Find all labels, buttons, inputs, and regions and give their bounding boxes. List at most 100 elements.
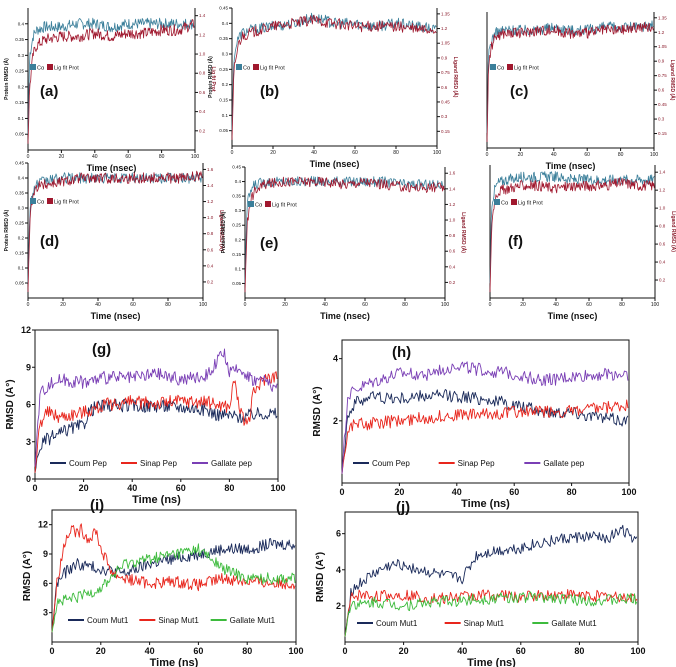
legend: Cα Lig fit Prot (248, 201, 297, 209)
series-line-gallate-pep (341, 361, 629, 474)
y2-tick-label: 1.0 (207, 215, 214, 220)
y2-tick-label: 0.3 (658, 117, 665, 122)
y2-axis-label: Ligand RMSD (Å) (460, 212, 467, 253)
x-tick-label: 0 (27, 302, 30, 308)
panel-label: (e) (260, 235, 278, 252)
series-line-lig-fit-prot (489, 177, 655, 293)
x-tick-label: 100 (191, 154, 200, 160)
legend-swatch (236, 64, 242, 70)
legend-label: Gallate pep (211, 459, 252, 468)
x-axis-label: Time (ns) (132, 494, 181, 506)
y-tick-label: 0.2 (18, 236, 25, 241)
y-tick-label: 2 (333, 416, 338, 426)
legend-swatch (253, 64, 259, 70)
y2-tick-label: 1.4 (659, 170, 666, 175)
y2-tick-label: 1.4 (207, 183, 214, 188)
x-tick-label: 60 (516, 646, 526, 656)
x-tick-label: 40 (92, 154, 98, 160)
y-axis-label: Protein RMSD (Å) (3, 58, 10, 100)
y-tick-label: 0.4 (18, 21, 25, 26)
legend: Cα Lig fit Prot (236, 64, 285, 72)
y2-tick-label: 1.4 (199, 13, 206, 18)
panel-label: (d) (40, 233, 59, 250)
y2-tick-label: 1.2 (449, 202, 456, 207)
x-tick-label: 60 (586, 302, 592, 308)
y-tick-label: 0.35 (15, 37, 24, 42)
x-tick-label: 60 (362, 302, 368, 308)
y2-tick-label: 1.05 (441, 41, 450, 46)
legend: Cα Lig fit Prot (30, 198, 79, 206)
x-tick-label: 80 (618, 152, 624, 158)
x-tick-label: 100 (650, 152, 659, 158)
y2-tick-label: 0.45 (441, 99, 450, 104)
panel-i: 0 20 40 60 80 100 3 6 9 12 Time (ns) RMSD (A°) Coum … (22, 497, 304, 667)
y2-tick-label: 1.6 (449, 171, 456, 176)
y-tick-label: 0.25 (232, 223, 241, 228)
x-tick-label: 100 (630, 646, 645, 656)
series-line-c- (231, 12, 437, 131)
series-line-lig-fit-prot (486, 21, 654, 143)
y2-tick-label: 0.15 (441, 129, 450, 134)
legend-swatch (248, 201, 254, 207)
panel-c: 0 20 40 60 80 100 0.15 0.3 0.45 0.6 0.75 0.9 1.05 1.2… (486, 12, 676, 171)
y2-axis-label: Ligand RMSD (Å) (670, 211, 676, 252)
x-axis-label: Time (nsec) (320, 311, 370, 321)
y2-tick-label: 0.8 (199, 71, 206, 76)
x-tick-label: 40 (553, 302, 559, 308)
legend-label: Cα (37, 66, 45, 72)
x-tick-label: 80 (165, 302, 171, 308)
panel-a: 0 20 40 60 80 100 0.05 0.1 0.15 0.2 0.25 0.3 0.35 0.4… (3, 8, 216, 173)
panel-h: 0 20 40 60 80 100 2 4 Time (ns) RMSD (A°) Coum Pep… (312, 339, 637, 510)
x-tick-label: 0 (27, 154, 30, 160)
x-axis-label: Time (ns) (467, 657, 516, 667)
x-axis-label: Time (nsec) (91, 311, 141, 321)
x-tick-label: 100 (621, 487, 636, 497)
y-tick-label: 0.25 (15, 69, 24, 74)
y-tick-label: 0.3 (235, 208, 242, 213)
x-tick-label: 60 (130, 302, 136, 308)
y2-tick-label: 0.8 (659, 224, 666, 229)
y-tick-label: 0.05 (15, 281, 24, 286)
x-tick-label: 80 (574, 646, 584, 656)
y2-tick-label: 1.2 (207, 199, 214, 204)
series-line-gallate-pep (34, 348, 278, 467)
y2-axis-label: Ligand RMSD (Å) (669, 60, 676, 101)
legend-label: Lig fit Prot (514, 66, 539, 72)
y-tick-label: 0.1 (18, 116, 25, 121)
legend-label: Lig fit Prot (260, 66, 285, 72)
series-line-sinap-pep (341, 399, 629, 474)
x-tick-label: 20 (270, 150, 276, 156)
legend-swatch (511, 199, 517, 205)
y2-tick-label: 0.4 (659, 260, 666, 265)
legend-label: Lig fit Prot (54, 200, 79, 206)
legend-label: Cα (497, 66, 505, 72)
x-tick-label: 40 (322, 302, 328, 308)
y-axis-label: RMSD (A°) (315, 552, 326, 602)
y2-tick-label: 1.2 (441, 26, 448, 31)
y2-tick-label: 0.9 (658, 59, 665, 64)
x-tick-label: 80 (159, 154, 165, 160)
x-tick-label: 40 (452, 487, 462, 497)
y2-tick-label: 0.2 (659, 278, 666, 283)
series-line-c- (27, 172, 203, 284)
legend-label: Lig fit Prot (54, 66, 79, 72)
x-tick-label: 100 (199, 302, 208, 308)
x-axis-label: Time (ns) (461, 498, 510, 510)
series-line-lig-fit-prot (244, 176, 445, 293)
y-tick-label: 0.3 (18, 53, 25, 58)
y2-tick-label: 1.4 (449, 186, 456, 191)
y-tick-label: 0.2 (235, 237, 242, 242)
x-tick-label: 60 (193, 646, 203, 656)
y2-tick-label: 0.2 (207, 279, 214, 284)
x-tick-label: 0 (489, 302, 492, 308)
x-tick-label: 60 (584, 152, 590, 158)
x-tick-label: 100 (651, 302, 660, 308)
x-tick-label: 40 (457, 646, 467, 656)
panel-f: 0 20 40 60 80 100 0.2 0.4 0.6 0.8 1.0 1.2 1.4 Time (n… (489, 165, 676, 321)
series-line-lig-fit-prot (27, 19, 195, 144)
series-line-c- (244, 175, 445, 284)
x-tick-label: 80 (402, 302, 408, 308)
legend-label: Gallate pep (543, 459, 584, 468)
panel-g: 0 20 40 60 80 100 0 3 6 9 12 Time (ns) RMSD (A°) Coum… (5, 325, 286, 506)
y-tick-label: 0.15 (232, 252, 241, 257)
